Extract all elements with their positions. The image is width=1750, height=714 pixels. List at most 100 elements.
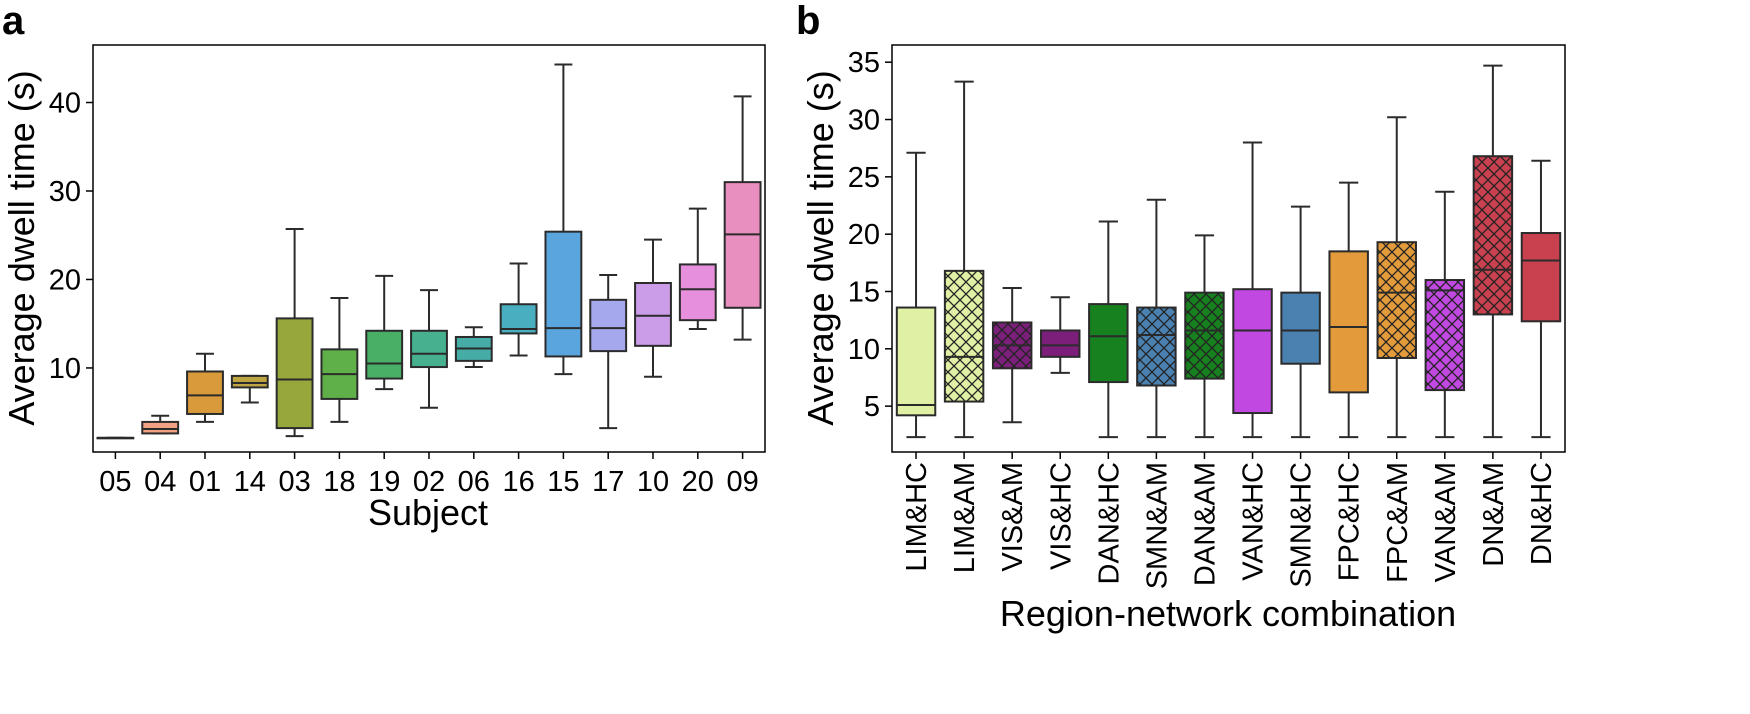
box-05 <box>96 436 135 440</box>
box-DN&HC <box>1520 159 1562 439</box>
xtick-label: 17 <box>592 466 624 498</box>
xtick-label: 10 <box>637 466 669 498</box>
box-iqr <box>589 298 628 353</box>
ytick-label: 25 <box>848 162 880 194</box>
xtick-label: DAN&HC <box>1093 462 1125 584</box>
box-hatch <box>944 270 984 402</box>
panel-b-xlabel: Region-network combination <box>1000 593 1456 634</box>
xtick-label: VAN&HC <box>1238 462 1270 581</box>
ytick-label: 30 <box>848 105 880 137</box>
panel-b-ylabel: Average dwell time (s) <box>800 70 841 425</box>
box-iqr <box>1280 291 1321 365</box>
box-VAN&AM <box>1424 190 1466 439</box>
ytick-label: 15 <box>848 276 880 308</box>
xtick-label: SMN&AM <box>1141 462 1173 589</box>
box-iqr <box>895 306 937 417</box>
xtick-label: 03 <box>278 466 310 498</box>
box-iqr <box>678 263 717 322</box>
box-20 <box>678 207 717 331</box>
box-06 <box>454 326 493 369</box>
box-17 <box>589 274 628 430</box>
xtick-label: 05 <box>99 466 131 498</box>
box-iqr <box>1232 288 1273 415</box>
ytick-label: 35 <box>848 47 880 79</box>
ytick-label: 40 <box>49 88 81 120</box>
xtick-label: LIM&HC <box>901 462 933 572</box>
box-09 <box>723 95 762 341</box>
xtick-label: 14 <box>234 466 266 498</box>
xtick-label: 20 <box>682 466 714 498</box>
xtick-label: 02 <box>413 466 445 498</box>
box-19 <box>365 274 404 391</box>
box-VIS&HC <box>1040 296 1081 374</box>
box-SMN&AM <box>1136 198 1177 439</box>
xtick-label: VAN&AM <box>1430 462 1462 582</box>
box-iqr <box>723 181 762 309</box>
box-hatch <box>1185 292 1224 379</box>
box-DAN&AM <box>1184 234 1225 439</box>
ytick-label: 20 <box>848 219 880 251</box>
panel-a-chart: a 10 20 30 40 05 04 01 14 03 18 19 02 06 16 15 17 10 20 0… <box>1 0 766 533</box>
box-14 <box>230 374 269 404</box>
xtick-label: FPC&HC <box>1334 462 1366 581</box>
box-DN&AM <box>1472 64 1514 439</box>
box-04 <box>141 414 180 435</box>
box-FPC&HC <box>1328 181 1369 439</box>
xtick-label: FPC&AM <box>1382 462 1414 583</box>
box-iqr <box>1088 303 1129 384</box>
box-iqr <box>1328 250 1369 394</box>
box-VAN&HC <box>1232 141 1273 439</box>
box-LIM&HC <box>895 151 937 439</box>
panel-a-xlabel: Subject <box>368 492 488 533</box>
xtick-label: DN&AM <box>1478 462 1510 567</box>
xtick-label: 04 <box>144 466 176 498</box>
panel-a-ylabel: Average dwell time (s) <box>1 70 42 425</box>
panel-b-letter: b <box>796 0 820 43</box>
xtick-label: SMN&HC <box>1286 462 1318 588</box>
xtick-label: DN&HC <box>1526 462 1558 565</box>
ytick-label: 5 <box>864 391 880 423</box>
box-iqr <box>634 282 672 347</box>
panel-a-letter: a <box>2 0 25 43</box>
box-hatch <box>1137 307 1176 386</box>
panel-b-chart: b 5 10 15 20 25 30 35 LIM&HC LIM&AM VIS&AM VIS&HC… <box>796 0 1566 634</box>
box-DAN&HC <box>1088 220 1129 439</box>
xtick-label: 18 <box>323 466 355 498</box>
xtick-label: VIS&HC <box>1045 462 1077 570</box>
panel-b-frame <box>891 44 1566 453</box>
box-iqr <box>410 329 448 369</box>
ytick-label: 10 <box>49 353 81 385</box>
box-hatch <box>1377 242 1416 358</box>
box-03 <box>275 228 314 438</box>
box-iqr <box>186 370 224 415</box>
xtick-label: 19 <box>368 466 400 498</box>
box-SMN&HC <box>1280 205 1321 439</box>
xtick-label: 06 <box>458 466 490 498</box>
box-hatch <box>1425 280 1465 391</box>
xtick-label: VIS&AM <box>997 462 1029 572</box>
xtick-label: DAN&AM <box>1189 462 1221 586</box>
box-01 <box>186 352 224 423</box>
ytick-label: 20 <box>49 264 81 296</box>
box-iqr <box>1040 329 1081 358</box>
box-15 <box>544 63 583 376</box>
box-hatch <box>1473 156 1513 315</box>
ytick-label: 10 <box>848 334 880 366</box>
box-LIM&AM <box>943 80 985 439</box>
box-iqr <box>275 317 314 430</box>
xtick-label: 01 <box>189 466 221 498</box>
ytick-label: 30 <box>49 176 81 208</box>
xtick-label: 15 <box>547 466 579 498</box>
box-iqr <box>230 374 269 389</box>
xtick-label: LIM&AM <box>949 462 981 573</box>
box-16 <box>499 262 538 357</box>
xtick-label: 16 <box>502 466 534 498</box>
box-02 <box>410 289 448 409</box>
box-iqr <box>365 329 404 380</box>
box-iqr <box>544 230 583 358</box>
box-FPC&AM <box>1376 116 1417 439</box>
box-VIS&AM <box>991 287 1033 424</box>
xtick-label: 09 <box>726 466 758 498</box>
box-iqr <box>1520 232 1562 323</box>
